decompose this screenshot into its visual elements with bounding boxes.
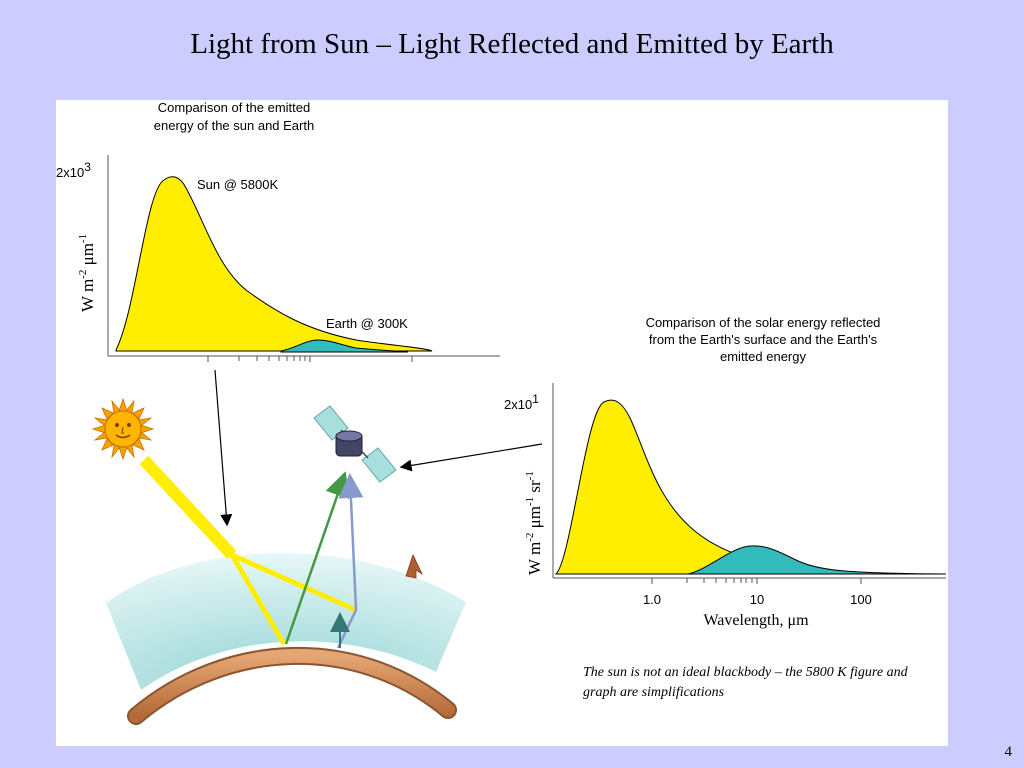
bottom-chart-xlabel: Wavelength, μm [703,612,809,629]
bottom-chart-title-line3: emitted energy [720,349,806,364]
top-chart-sun-label: Sun @ 5800K [197,177,278,192]
top-chart-title-line2: energy of the sun and Earth [154,118,314,133]
sun-beam-incoming [139,455,237,560]
bottom-chart-to-satellite-arrow [399,443,543,472]
bottom-chart-title-line1: Comparison of the solar energy reflected [646,315,881,330]
atmosphere-band [106,552,466,690]
bottom-chart-xtick-2: 10 [750,592,764,607]
bottom-chart-solar-curve [554,399,757,575]
sun-beam-scattered [230,552,358,613]
top-chart-title-line1: Comparison of the emitted [158,100,310,115]
bottom-chart-x-ticks [651,578,862,584]
bottom-chart-ymax-label: 2x101 [504,392,539,412]
small-emission-arrow [405,553,423,579]
emitted-earth-arrow [336,473,364,649]
satellite-icon [313,405,397,483]
bottom-chart: Comparison of the solar energy reflected… [504,315,947,629]
top-chart-ylabel: W m-2 μm-1 [77,234,97,312]
figure-panel: Comparison of the emitted energy of the … [56,100,948,746]
top-chart-earth-curve [280,339,409,353]
top-chart-ymax-label: 2x103 [56,160,91,180]
top-chart-earth-label: Earth @ 300K [326,316,408,331]
figure-svg: Comparison of the emitted energy of the … [56,100,947,725]
page-number: 4 [1004,744,1013,760]
bottom-chart-xtick-1: 1.0 [643,592,661,607]
bottom-chart-earth-curve [687,545,947,575]
bottom-chart-xtick-3: 100 [850,592,872,607]
bottom-chart-ylabel: W m-2 μm-1 sr-1 [524,471,544,575]
sun-beam-to-ground [229,553,287,646]
reflected-solar-arrow [284,471,350,645]
slide-title: Light from Sun – Light Reflected and Emi… [190,28,834,60]
ground-arc [129,649,455,723]
top-chart-to-beam-arrow [214,369,233,527]
top-chart-sun-curve [115,176,433,352]
bottom-chart-title-line2: from the Earth's surface and the Earth's [649,332,878,347]
sun-icon [91,397,155,461]
earth-illustration [91,369,543,725]
note-text: The sun is not an ideal blackbody – the … [583,665,908,700]
top-chart-x-ticks [207,356,413,362]
top-chart: Comparison of the emitted energy of the … [56,100,500,362]
